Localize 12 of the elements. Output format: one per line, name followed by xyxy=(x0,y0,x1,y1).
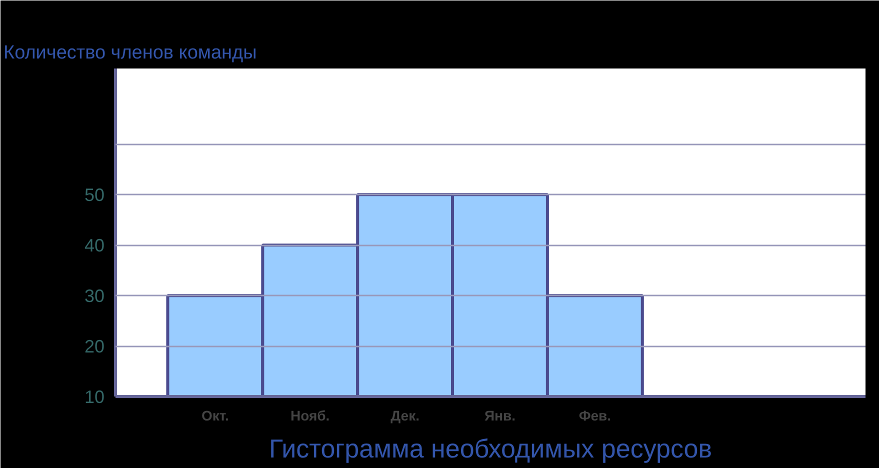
y-tick-label: 40 xyxy=(84,236,105,256)
x-tick-label: Окт. xyxy=(201,408,229,424)
x-tick-label: Дек. xyxy=(390,408,420,424)
x-tick-label: Нояб. xyxy=(290,408,330,424)
y-tick-label: 20 xyxy=(84,336,105,357)
x-tick-label: Янв. xyxy=(484,408,516,424)
x-tick-label: Фев. xyxy=(578,408,612,424)
y-axis-title: Количество членов команды xyxy=(4,42,257,64)
y-tick-label: 10 xyxy=(84,387,105,407)
text: Гистограмма необходимых ресурсов xyxy=(268,434,712,464)
y-tick-label: 50 xyxy=(84,185,105,206)
y-tick-label: 30 xyxy=(84,286,105,306)
